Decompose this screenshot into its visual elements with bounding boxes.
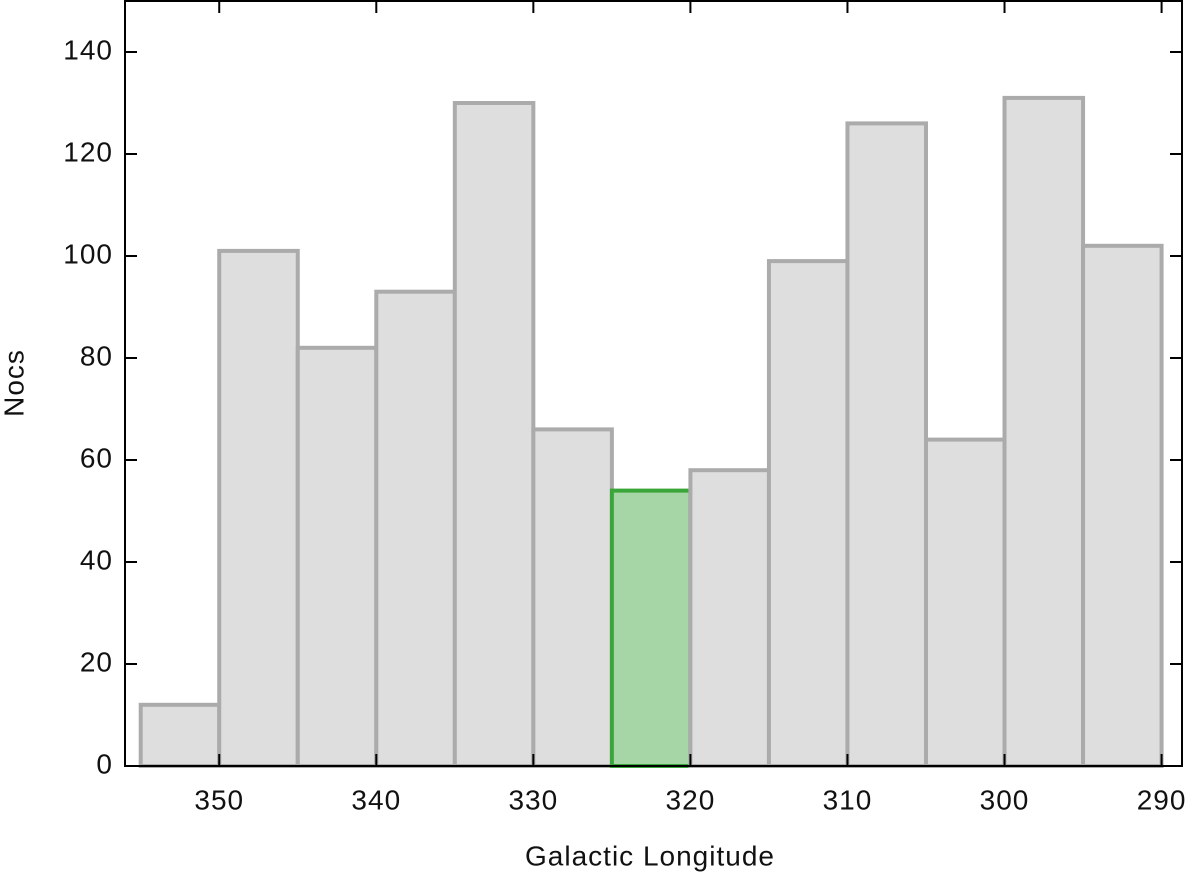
x-tick-label: 350 [194,784,244,815]
y-tick-label: 0 [96,748,113,779]
x-tick-label: 340 [351,784,401,815]
x-tick-label: 300 [980,784,1030,815]
y-tick-label: 100 [63,238,113,269]
y-tick-label: 60 [80,442,113,473]
y-tick-label: 140 [63,34,113,65]
bar [217,248,300,768]
bar [1081,243,1164,769]
bar [923,437,1007,768]
bar [295,345,379,768]
bar [845,121,928,768]
bar [138,702,222,768]
y-axis-label: Nocs [0,349,29,417]
x-axis-label: Galactic Longitude [525,840,775,871]
x-tick-label: 290 [1137,784,1187,815]
bar [688,468,771,768]
bar [452,101,536,768]
bar [531,427,614,768]
y-tick-label: 20 [80,646,113,677]
x-tick-label: 310 [823,784,873,815]
bar [1002,95,1086,768]
y-tick-label: 120 [63,136,113,167]
y-tick-label: 40 [80,544,113,575]
bar [766,259,850,768]
bar [609,488,693,768]
x-tick-label: 320 [666,784,716,815]
x-tick-label: 330 [508,784,558,815]
bar [374,289,457,768]
y-tick-label: 80 [80,340,113,371]
plot-frame [124,0,1183,767]
